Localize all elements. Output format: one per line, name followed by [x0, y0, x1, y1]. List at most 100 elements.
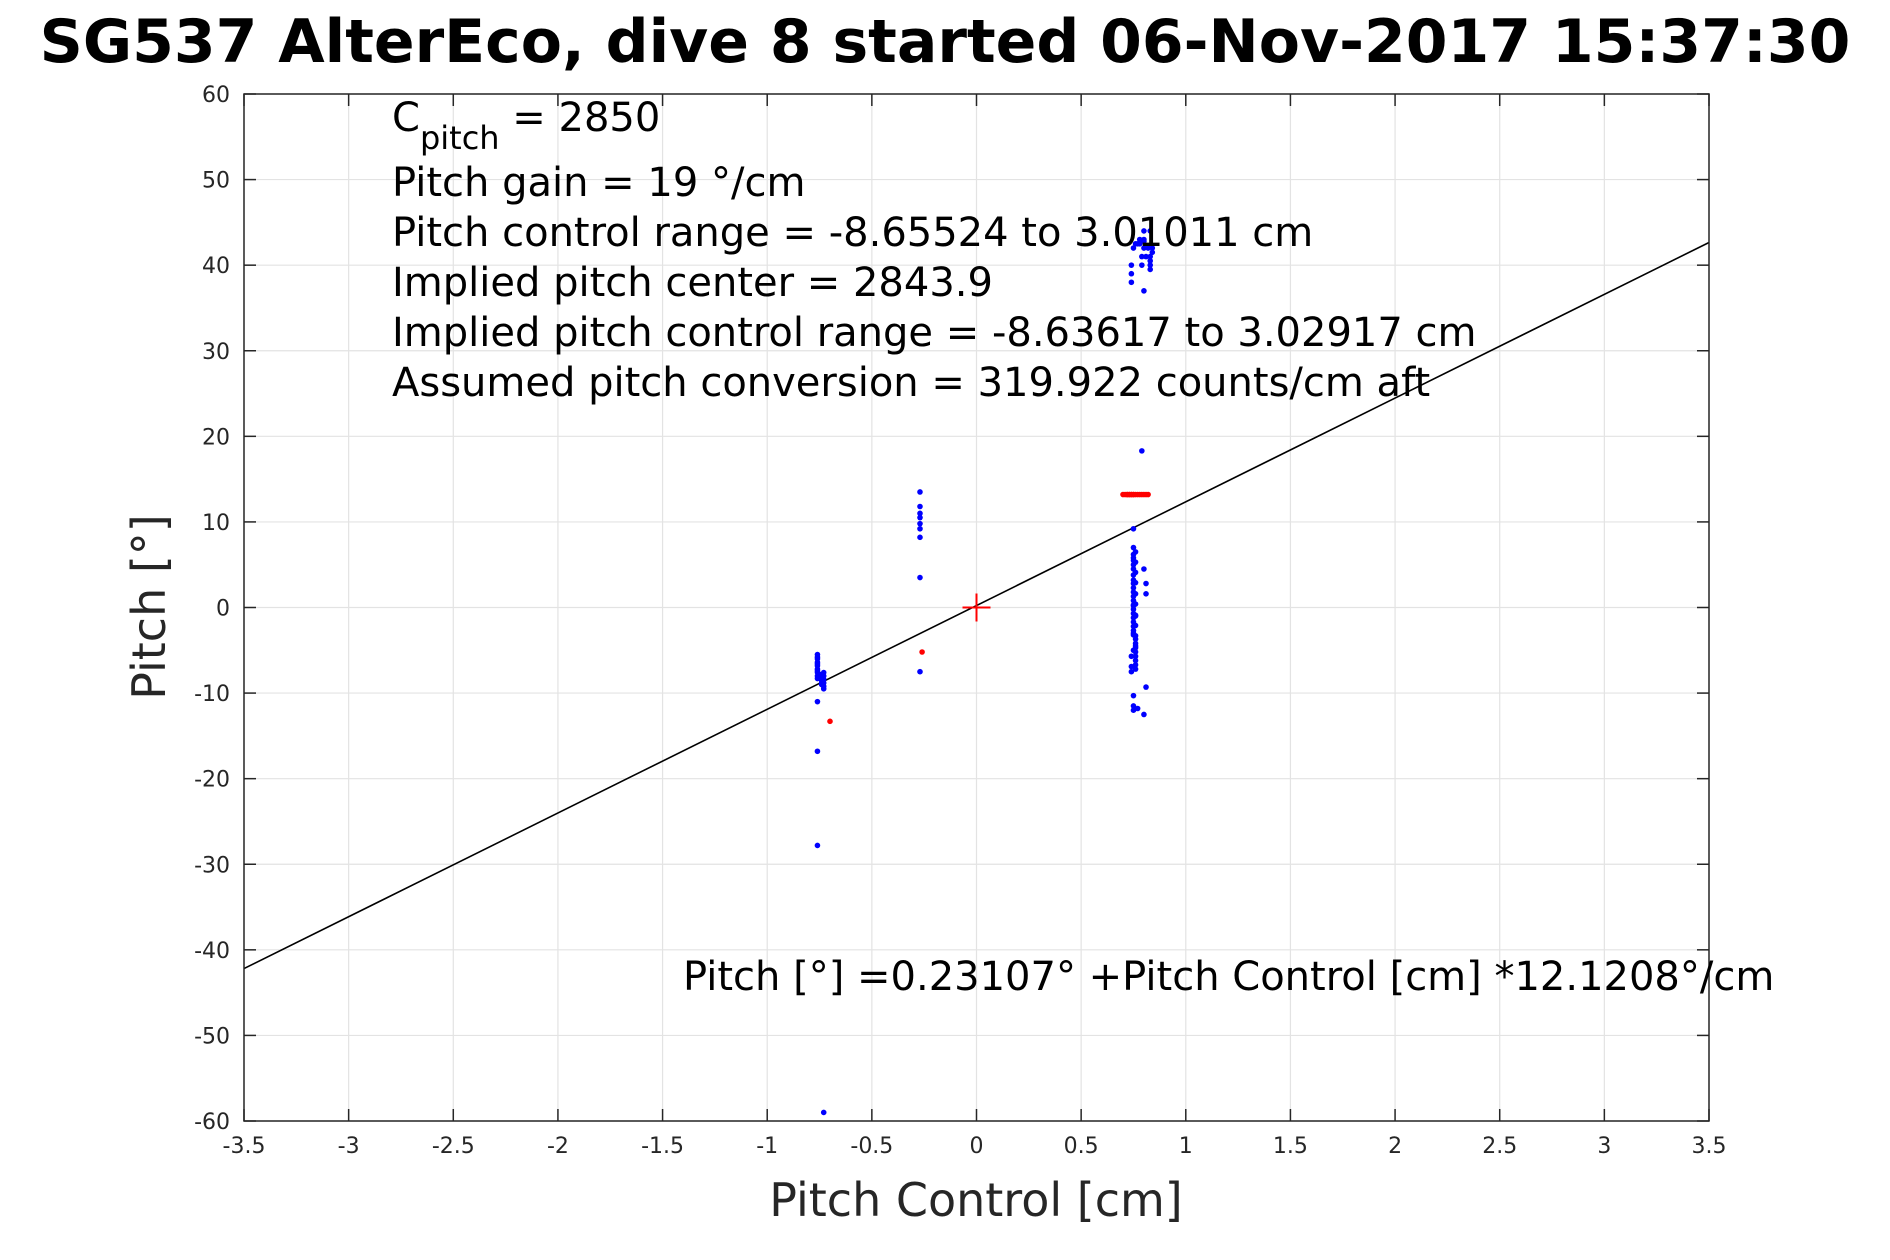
blue-data-point [814, 654, 821, 660]
blue-data-point [1132, 559, 1139, 565]
y-tick-label: -10 [194, 682, 230, 707]
blue-data-point [917, 574, 923, 581]
annotation-c-pitch: Cpitch = 2850 [392, 95, 660, 157]
y-tick-label: -60 [194, 1110, 230, 1135]
x-tick-label: 1.5 [1273, 1134, 1308, 1159]
blue-data-point [917, 514, 923, 521]
blue-data-point [814, 661, 821, 667]
blue-data-point [1128, 668, 1135, 675]
blue-data-point [814, 698, 821, 705]
blue-data-point [1147, 262, 1154, 268]
x-tick-label: 2.5 [1482, 1134, 1517, 1159]
blue-data-point [1132, 666, 1139, 672]
blue-data-point [1130, 525, 1137, 532]
blue-data-point [1132, 653, 1139, 660]
blue-data-point [1132, 662, 1139, 668]
blue-data-point [1130, 585, 1137, 591]
blue-data-point [1143, 580, 1149, 587]
blue-data-point [1141, 238, 1147, 245]
blue-data-point [1143, 591, 1149, 597]
blue-data-point [1141, 566, 1147, 572]
x-tick-label: -3.5 [223, 1134, 266, 1159]
x-tick-labels: -3.5 -3 -2.5 -2 -1.5 -1 -0.5 0 0.5 1 1.5 2 2.5 3 3.5 [223, 1134, 1727, 1159]
blue-data-point [917, 525, 923, 532]
blue-data-point [917, 534, 923, 541]
x-tick-label: 1 [1179, 1134, 1193, 1159]
blue-data-point [1139, 262, 1145, 268]
blue-data-point [917, 510, 923, 517]
c-pitch-subscript: pitch [420, 119, 500, 157]
blue-series [814, 228, 1156, 1116]
y-tick-label: 50 [202, 169, 230, 194]
blue-data-point [1141, 711, 1147, 718]
axes-frame [243, 93, 1710, 1122]
blue-data-point [1130, 707, 1137, 713]
chart-title: SG537 AlterEco, dive 8 started 06-Nov-20… [40, 7, 1851, 77]
blue-data-point [1147, 258, 1154, 264]
blue-data-point [1132, 622, 1139, 629]
blue-data-point [1141, 245, 1147, 251]
blue-data-point [1136, 236, 1143, 243]
x-tick-label: 0.5 [1064, 1134, 1099, 1159]
red-data-point [827, 718, 833, 725]
blue-data-point [1132, 657, 1139, 664]
blue-data-point [1128, 262, 1135, 268]
x-tick-label: 3.5 [1692, 1134, 1727, 1159]
red-data-point [1145, 491, 1151, 498]
blue-data-point [1143, 684, 1149, 690]
blue-data-point [1141, 228, 1147, 234]
annotation-conversion: Assumed pitch conversion = 319.922 count… [392, 360, 1430, 406]
y-tick-label: -50 [194, 1024, 230, 1049]
blue-data-point [1132, 549, 1139, 555]
blue-data-point [814, 842, 821, 849]
blue-data-point [1130, 245, 1137, 251]
x-tick-label: 2 [1388, 1134, 1402, 1159]
blue-data-point [1132, 613, 1139, 619]
blue-data-point [1145, 245, 1151, 251]
y-tick-label: -30 [194, 853, 230, 878]
blue-data-point [1128, 653, 1135, 660]
blue-data-point [1130, 602, 1137, 609]
red-data-point [919, 649, 925, 655]
x-tick-label: -3 [338, 1134, 360, 1159]
annotation-fit-equation: Pitch [°] =0.23107° +Pitch Control [cm] … [683, 954, 1774, 1000]
annotation-implied-range: Implied pitch control range = -8.63617 t… [392, 310, 1476, 356]
blue-data-point [1149, 249, 1156, 256]
blue-data-point [1147, 266, 1154, 273]
y-axis-label: Pitch [°] [122, 514, 176, 700]
blue-data-point [1132, 591, 1139, 597]
y-tick-labels: -60 -50 -40 -30 -20 -10 0 10 20 30 40 50 60 [194, 83, 230, 1135]
blue-data-point [820, 686, 827, 692]
blue-data-point [917, 520, 923, 527]
y-tick-label: 20 [202, 425, 230, 450]
x-tick-label: -2.5 [432, 1134, 475, 1159]
x-tick-label: 3 [1597, 1134, 1611, 1159]
c-pitch-value: = 2850 [500, 95, 661, 141]
blue-data-point [1130, 692, 1137, 699]
blue-data-point [1132, 643, 1139, 649]
blue-data-point [1132, 579, 1139, 586]
blue-data-point [1139, 253, 1145, 260]
blue-data-point [1128, 270, 1135, 277]
annotation-implied-center: Implied pitch center = 2843.9 [392, 260, 993, 306]
blue-data-point [1128, 279, 1135, 286]
x-tick-label: -2 [547, 1134, 569, 1159]
annotation-control-range: Pitch control range = -8.65524 to 3.0101… [392, 210, 1313, 256]
y-tick-label: -40 [194, 939, 230, 964]
blue-data-point [917, 503, 923, 510]
blue-data-point [1130, 703, 1137, 709]
blue-data-point [1141, 288, 1147, 294]
y-tick-label: 40 [202, 254, 230, 279]
c-pitch-symbol: C [392, 95, 420, 141]
blue-data-point [1147, 253, 1154, 260]
blue-data-point [1139, 448, 1145, 454]
blue-data-point [1143, 253, 1149, 260]
x-tick-label: -1 [756, 1134, 778, 1159]
y-tick-label: 10 [202, 511, 230, 536]
y-tick-label: 0 [216, 597, 230, 622]
blue-data-point [1132, 569, 1139, 576]
pitch-center-marker [962, 593, 991, 622]
blue-data-point [1147, 228, 1154, 234]
blue-data-point [1130, 630, 1137, 636]
